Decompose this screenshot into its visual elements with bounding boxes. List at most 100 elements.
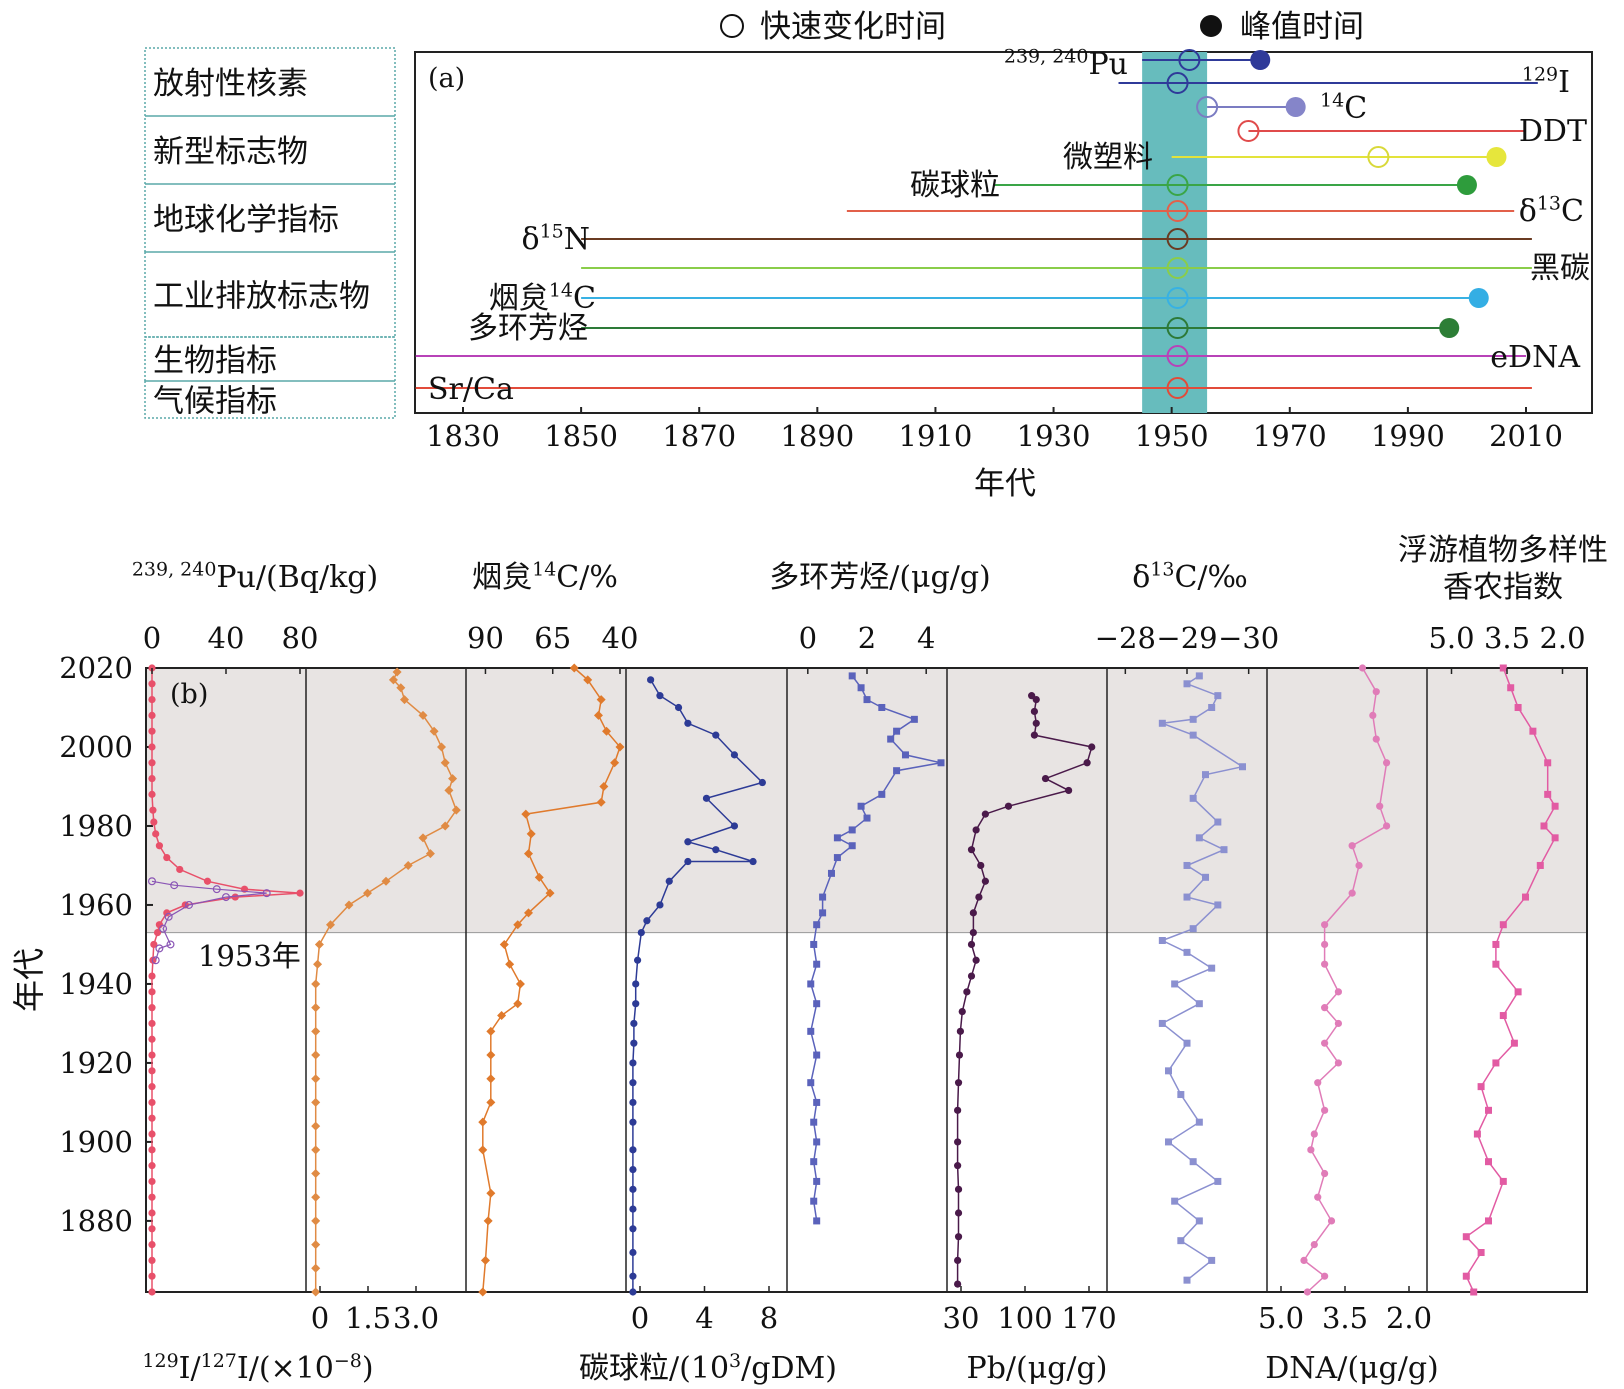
top-title: 239, 240Pu/(Bq/kg) — [132, 559, 378, 595]
data-point — [311, 1074, 321, 1084]
rapid-change-marker — [1196, 96, 1219, 118]
top-title: 多环芳烃/(μg/g) — [769, 560, 991, 595]
category-label: 生物指标 — [153, 343, 277, 379]
data-point — [1382, 759, 1391, 767]
marker-year-label: 1953年 — [198, 939, 301, 973]
data-point — [429, 726, 439, 736]
data-point — [148, 1083, 156, 1091]
data-point — [569, 663, 579, 673]
data-point — [1307, 1146, 1315, 1154]
x-tick-label-a: 1870 — [662, 419, 736, 453]
data-panel: 5.0 3.5 2.0 — [1258, 664, 1432, 1335]
data-point — [1321, 1004, 1329, 1012]
data-point — [311, 1263, 321, 1273]
category-box — [144, 380, 396, 419]
bottom-title: 129I/127I/(×10−8) — [142, 1350, 373, 1386]
data-point — [311, 1097, 321, 1107]
data-point — [629, 1288, 637, 1296]
data-point — [807, 1079, 815, 1087]
data-point — [1492, 960, 1500, 968]
data-point — [1189, 715, 1197, 723]
data-point — [437, 742, 446, 752]
series-line — [151, 668, 301, 1292]
data-point — [155, 921, 163, 929]
legend-open-circle-icon — [720, 14, 744, 38]
top-tick-label: 0 — [143, 621, 161, 655]
series-label: 烟炱14C — [489, 280, 596, 316]
data-point — [1499, 664, 1507, 672]
data-point — [313, 959, 323, 969]
data-point — [148, 988, 156, 996]
category-box — [144, 336, 396, 382]
data-point — [1499, 1012, 1507, 1020]
legend-filled-label: 峰值时间 — [1240, 9, 1364, 45]
data-point — [712, 846, 720, 854]
data-point — [730, 751, 739, 759]
data-point — [1314, 1079, 1322, 1087]
data-point — [958, 1007, 966, 1016]
data-point — [311, 1121, 321, 1131]
data-point — [857, 684, 865, 692]
bottom-title: Pb/(μg/g) — [967, 1351, 1108, 1386]
data-point — [1485, 1217, 1492, 1225]
data-point — [1202, 771, 1209, 779]
data-point — [1470, 1288, 1478, 1296]
timeline-row: 微塑料 — [1063, 140, 1507, 175]
data-point — [148, 711, 156, 719]
data-point — [1334, 988, 1342, 996]
data-point — [1499, 921, 1507, 929]
y-tick-label: 1920 — [59, 1046, 133, 1080]
data-point — [1214, 692, 1222, 700]
peak-marker — [1468, 288, 1489, 308]
top-tick-label: 4 — [917, 621, 935, 655]
timeline-row: 碳球粒 — [910, 168, 1477, 203]
data-point — [1189, 1158, 1197, 1166]
data-point — [813, 1000, 821, 1008]
rapid-change-marker — [1166, 72, 1189, 94]
data-point — [513, 920, 523, 930]
data-point — [629, 1098, 637, 1107]
data-point — [633, 956, 642, 964]
data-point — [848, 842, 856, 850]
data-point — [1334, 1019, 1342, 1028]
legend-open-label: 快速变化时间 — [760, 9, 946, 45]
data-point — [1183, 893, 1191, 901]
data-point — [1376, 802, 1384, 810]
series-label: 碳球粒 — [910, 168, 1000, 203]
data-point — [515, 979, 525, 989]
data-point — [148, 1256, 156, 1265]
data-point — [656, 901, 664, 909]
data-point — [381, 876, 391, 886]
data-point — [148, 743, 156, 751]
top-tick-label: −29 — [1156, 621, 1217, 655]
data-point — [1372, 688, 1380, 696]
data-point — [937, 759, 945, 767]
data-point — [813, 1051, 821, 1059]
data-point — [425, 849, 435, 859]
data-point — [972, 826, 980, 834]
data-point — [813, 1138, 821, 1146]
data-point — [1158, 719, 1166, 727]
data-point — [545, 888, 555, 898]
data-point — [1551, 834, 1559, 842]
x-tick-label-a: 1830 — [426, 419, 500, 453]
data-point — [396, 683, 406, 693]
rapid-change-marker — [1166, 228, 1189, 250]
data-point — [712, 731, 720, 739]
data-point — [1165, 1067, 1172, 1075]
data-point — [203, 877, 212, 885]
data-point — [363, 888, 372, 898]
panel-label-b: (b) — [170, 679, 208, 710]
data-point — [954, 1209, 963, 1217]
data-point — [954, 1106, 962, 1114]
bottom-tick-label: 100 — [997, 1301, 1052, 1335]
data-point — [1485, 1158, 1492, 1166]
data-point — [153, 929, 162, 937]
bottom-tick-label: 170 — [1061, 1301, 1116, 1335]
data-point — [848, 826, 856, 834]
data-point — [1239, 763, 1246, 771]
timeline-row: Sr/Ca — [415, 372, 1532, 407]
data-point — [505, 959, 515, 969]
rapid-change-marker — [1166, 174, 1189, 196]
top-tick-label: 5.0 — [1428, 621, 1474, 655]
